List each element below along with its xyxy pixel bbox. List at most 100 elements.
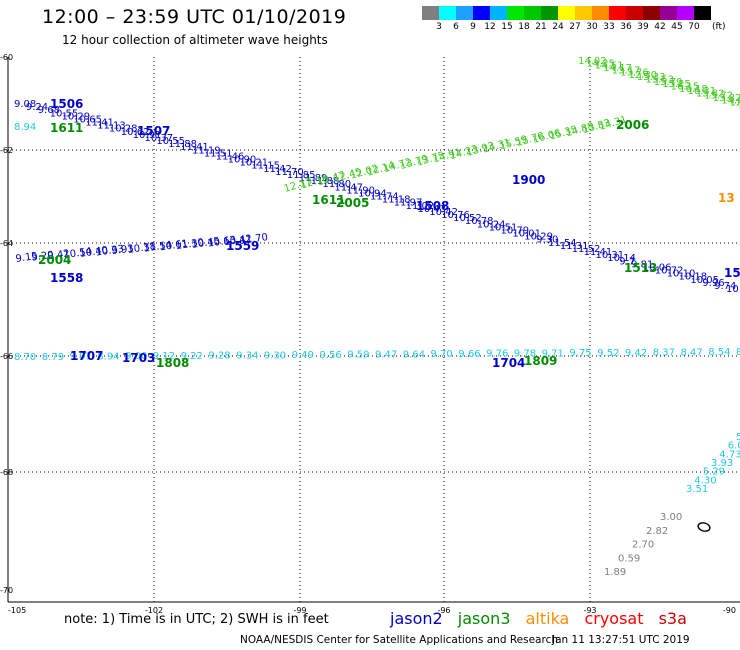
swh-value: 10.37	[145, 133, 174, 144]
colorbar-swatch	[473, 6, 490, 20]
swh-value: 11.51	[204, 148, 233, 159]
swh-value: 9.42	[625, 348, 647, 359]
swh-value: 3.00	[660, 512, 682, 523]
pass-time-label: 1707	[70, 349, 103, 363]
swh-value: 13.76	[620, 68, 649, 79]
swh-value: 8.37	[653, 348, 675, 359]
lat-label: -66	[0, 352, 13, 361]
swh-value: 11.41	[584, 247, 613, 258]
colorbar-swatch	[422, 6, 439, 20]
lon-label: -90	[723, 606, 736, 615]
colorbar-label: 18	[518, 22, 530, 32]
swh-value: 10.21	[240, 158, 269, 169]
swh-value: 11.74	[370, 192, 399, 203]
pass-time-label: 1559	[226, 239, 259, 253]
swh-value: 16.31	[688, 86, 717, 97]
swh-value: 9.47	[375, 350, 397, 361]
swh-value: 9.28	[208, 351, 230, 362]
swh-value: 10.90	[228, 155, 257, 166]
swh-value: 15.33	[637, 72, 666, 83]
colorbar-label: 27	[569, 22, 581, 32]
swh-value: 9.81	[631, 259, 653, 270]
swh-value: 14.02	[578, 56, 607, 67]
swh-value: 11.13	[97, 121, 126, 132]
swh-value: 10.31	[596, 250, 625, 261]
swh-value: 9.93	[111, 243, 135, 257]
swh-value: 10.24	[477, 219, 506, 230]
colorbar-label: 39	[637, 22, 649, 32]
swh-value: 10.63	[207, 235, 237, 250]
pass-time-label: 1900	[512, 173, 545, 187]
satellite-legend: jason2 jason3 altika cryosat s3a	[390, 609, 697, 628]
lat-label: -60	[0, 53, 13, 62]
swh-value: 10.91	[133, 130, 162, 141]
colorbar-label: 36	[620, 22, 632, 32]
swh-value: 11.15	[251, 161, 280, 172]
swh-value: 11.88	[311, 176, 340, 187]
swh-value: 9.00	[125, 351, 147, 362]
swh-value: 11.52	[572, 244, 601, 255]
pass-time-label: 2004	[38, 253, 71, 267]
swh-value: 10.62	[121, 127, 150, 138]
swh-value: 11.54	[548, 238, 577, 249]
swh-value: 15.72	[704, 91, 733, 102]
pass-time-label: 1506	[50, 97, 83, 111]
swh-value: 11.70	[239, 232, 269, 247]
swh-value: 3.93	[711, 458, 733, 469]
swh-value: 8.94	[97, 351, 119, 362]
swh-value: 13.17	[612, 65, 641, 76]
colorbar-label: 15	[501, 22, 513, 32]
map-subtitle: 12 hour collection of altimeter wave hei…	[62, 33, 328, 47]
colorbar-swatch	[524, 6, 541, 20]
swh-value: 10.54	[63, 246, 93, 261]
swh-value: 10.65	[73, 114, 102, 125]
swh-value: 11.80	[323, 179, 352, 190]
swh-value: 10.42	[223, 233, 253, 248]
swh-value: 11.46	[216, 151, 245, 162]
swh-value: 8.54	[708, 347, 730, 358]
colorbar-swatch	[456, 6, 473, 20]
swh-value: 9.52	[597, 348, 619, 359]
pass-time-label: 2006	[616, 118, 649, 132]
swh-value: 9.96	[702, 278, 724, 289]
colorbar-label: 12	[484, 22, 496, 32]
lat-label: -68	[0, 468, 13, 477]
swh-value: 11.19	[192, 145, 221, 156]
swh-value: 1.89	[604, 567, 626, 578]
swh-value: 9.64	[403, 349, 425, 360]
swh-value: 15.79	[654, 77, 683, 88]
jason2-edge-value: 15	[724, 266, 740, 280]
colorbar-swatch	[609, 6, 626, 20]
swh-value: 9.7	[619, 256, 635, 267]
swh-value: 11.70	[275, 167, 304, 178]
swh-value: 5.29	[703, 467, 725, 478]
swh-value: 9.49	[292, 350, 314, 361]
swh-value: 10.29	[524, 232, 553, 243]
swh-value: 9.07	[70, 352, 92, 363]
swh-value: 10.72	[655, 266, 684, 277]
swh-value: 14.01	[721, 95, 740, 106]
swh-value: 11.42	[263, 164, 292, 175]
swh-value: 10.94	[358, 188, 387, 199]
swh-value: 15.25	[662, 79, 691, 90]
swh-value: 14.25	[586, 58, 615, 69]
swh-value: 2.82	[646, 526, 668, 537]
swh-value: 9.42	[47, 248, 71, 262]
swh-value: 9.30	[264, 350, 286, 361]
swh-value: 9.22	[181, 351, 203, 362]
lon-label: -105	[8, 606, 26, 615]
swh-value: 10.01	[512, 229, 541, 240]
swh-value: 12.30	[629, 70, 658, 81]
swh-value: 8.79	[42, 352, 64, 363]
swh-value: 11.88	[168, 139, 197, 150]
swh-value: 11.54	[143, 240, 173, 255]
swh-value: 14.51	[595, 61, 624, 72]
swh-value: 10.18	[679, 272, 708, 283]
swh-value: 11.18	[382, 195, 411, 206]
colorbar-label: 3	[436, 22, 442, 32]
colorbar-swatch	[541, 6, 558, 20]
pass-time-label: 1703	[122, 351, 155, 365]
altika-value: 13	[718, 191, 735, 205]
colorbar-label: 6	[453, 22, 459, 32]
